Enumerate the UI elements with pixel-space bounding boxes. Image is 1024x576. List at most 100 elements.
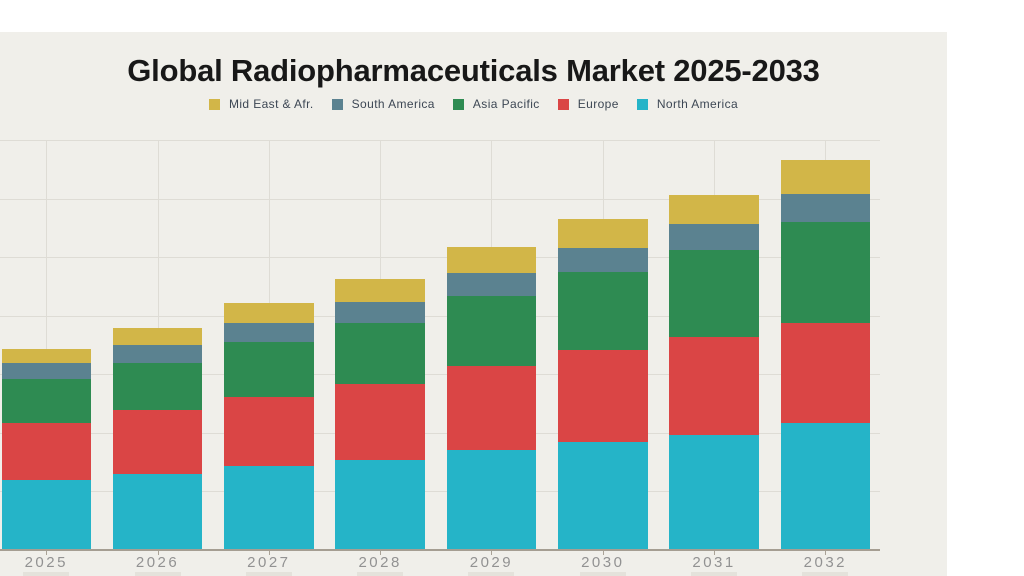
bar-2028 xyxy=(335,278,425,550)
bar-segment-south-america xyxy=(1,363,91,379)
bar-segment-europe xyxy=(780,322,871,423)
legend-item-south-america: South America xyxy=(331,97,435,111)
gridline-horizontal xyxy=(0,140,880,142)
legend-swatch-icon xyxy=(208,98,220,110)
x-axis-label: 2031 xyxy=(692,554,736,571)
x-axis-label: 2026 xyxy=(135,554,180,571)
x-axis-label: 2030 xyxy=(581,554,625,571)
bar-segment-asia-pacific xyxy=(224,342,314,398)
legend-label: South America xyxy=(351,97,435,111)
bar-segment-europe xyxy=(669,337,759,436)
bar-segment-asia-pacific xyxy=(446,295,537,367)
bar-segment-asia-pacific xyxy=(558,272,648,351)
bar-segment-south-america xyxy=(112,345,203,364)
bar-segment-south-america xyxy=(335,301,425,323)
under-label-mark xyxy=(468,572,515,576)
bar-segment-south-america xyxy=(669,224,759,250)
bar-segment-north-america xyxy=(780,422,871,550)
slide-canvas: Global Radiopharmaceuticals Market 2025-… xyxy=(0,32,947,576)
bar-2031 xyxy=(669,194,759,550)
bar-segment-asia-pacific xyxy=(335,322,425,384)
legend-item-mid-east-afr: Mid East & Afr. xyxy=(208,97,314,111)
legend-swatch-icon xyxy=(452,98,464,110)
bar-segment-asia-pacific xyxy=(112,363,203,411)
legend-label: Mid East & Afr. xyxy=(228,97,314,111)
bar-segment-mid-east-afr- xyxy=(558,218,648,249)
bar-segment-europe xyxy=(224,397,314,467)
bar-2025 xyxy=(1,349,91,550)
x-axis-tick xyxy=(268,551,270,555)
bar-segment-south-america xyxy=(446,272,537,296)
bar-segment-mid-east-afr- xyxy=(1,349,91,364)
under-label-mark xyxy=(23,572,70,576)
bar-segment-north-america xyxy=(335,459,425,550)
legend-swatch-icon xyxy=(557,98,569,110)
x-axis-label: 2027 xyxy=(247,554,291,571)
bar-segment-asia-pacific xyxy=(780,222,871,323)
bar-segment-south-america xyxy=(780,193,871,223)
x-axis-tick xyxy=(825,551,827,555)
chart-plot-area xyxy=(0,140,880,550)
bar-2030 xyxy=(558,218,648,550)
bar-segment-north-america xyxy=(112,473,203,550)
bar-segment-europe xyxy=(446,366,537,450)
legend-item-europe: Europe xyxy=(557,97,619,111)
bar-segment-asia-pacific xyxy=(1,378,91,423)
x-axis-label: 2025 xyxy=(24,554,68,571)
gridline-horizontal xyxy=(0,198,880,200)
legend-swatch-icon xyxy=(636,98,648,110)
bar-2032 xyxy=(780,159,871,550)
bar-2027 xyxy=(224,303,314,550)
x-axis-label: 2028 xyxy=(358,554,402,571)
gridline-horizontal xyxy=(0,374,880,376)
x-axis-baseline xyxy=(0,549,880,551)
bar-segment-mid-east-afr- xyxy=(335,278,425,302)
legend-label: North America xyxy=(656,97,739,111)
under-label-mark xyxy=(579,572,626,576)
gridline-horizontal xyxy=(0,315,880,317)
bar-segment-europe xyxy=(1,422,91,480)
bar-segment-asia-pacific xyxy=(669,249,759,338)
legend-item-north-america: North America xyxy=(636,97,739,111)
legend-label: Asia Pacific xyxy=(472,97,540,111)
bar-segment-north-america xyxy=(1,479,91,550)
bar-segment-mid-east-afr- xyxy=(669,194,759,225)
bar-2026 xyxy=(112,328,203,550)
bar-segment-north-america xyxy=(446,449,537,550)
bar-segment-mid-east-afr- xyxy=(780,159,871,194)
under-label-mark xyxy=(691,572,738,576)
gridline-vertical xyxy=(46,140,48,550)
x-axis-label: 2029 xyxy=(469,554,514,571)
legend-label: Europe xyxy=(577,97,619,111)
under-label-mark xyxy=(357,572,404,576)
x-axis-tick xyxy=(380,551,382,555)
bar-segment-north-america xyxy=(558,442,648,550)
bar-segment-south-america xyxy=(224,323,314,343)
legend-swatch-icon xyxy=(331,98,343,110)
x-axis-tick xyxy=(157,551,159,555)
x-axis-tick xyxy=(714,551,716,555)
x-axis-tick xyxy=(491,551,493,555)
bar-segment-europe xyxy=(112,410,203,474)
gridline-horizontal xyxy=(0,257,880,259)
bar-segment-south-america xyxy=(558,248,648,273)
x-axis-tick xyxy=(602,551,604,555)
under-label-mark xyxy=(245,572,292,576)
under-label-mark xyxy=(134,572,181,576)
page-title: Global Radiopharmaceuticals Market 2025-… xyxy=(127,53,820,88)
bar-segment-mid-east-afr- xyxy=(446,247,537,273)
legend-item-asia-pacific: Asia Pacific xyxy=(452,97,540,111)
under-label-mark xyxy=(802,572,849,576)
bar-segment-europe xyxy=(558,350,648,443)
bar-segment-europe xyxy=(335,383,425,460)
bar-segment-mid-east-afr- xyxy=(112,328,203,346)
bar-segment-mid-east-afr- xyxy=(224,303,314,324)
gridline-horizontal xyxy=(0,432,880,434)
bar-segment-north-america xyxy=(224,466,314,550)
gridline-horizontal xyxy=(0,491,880,493)
x-axis-label: 2032 xyxy=(803,554,848,571)
bar-segment-north-america xyxy=(669,435,759,550)
chart-legend: Mid East & Afr. South America Asia Pacif… xyxy=(0,97,947,111)
x-axis-tick xyxy=(46,551,48,555)
